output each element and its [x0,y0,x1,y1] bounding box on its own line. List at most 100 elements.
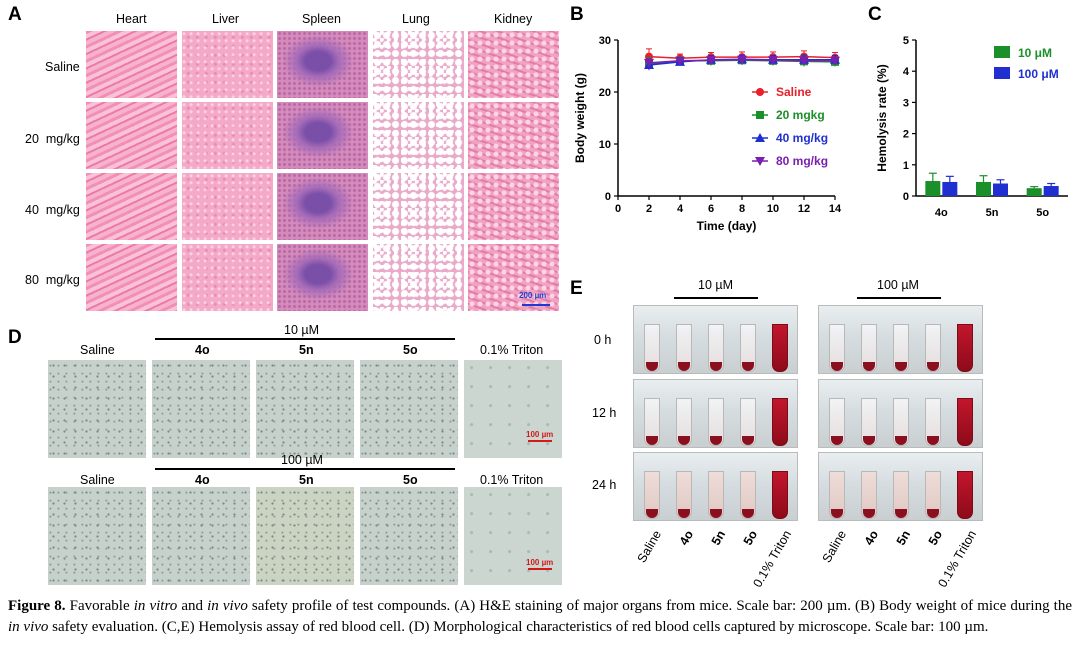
caption-text-4: safety evaluation. (C,E) Hemolysis assay… [48,619,989,635]
micrograph-10-5o [360,360,458,458]
d-row2-col-triton: 0.1% Triton [480,473,544,487]
he-image-liver-40 [182,173,273,240]
tube-photo-100-24h [818,452,983,521]
b-legend-label: Saline [776,85,812,99]
he-image-lung-40 [373,173,464,240]
d-row2-conc: 100 µM [281,453,323,467]
c-x-tick-label: 4o [935,207,948,219]
c-y-axis-title: Hemolysis rate (%) [875,64,889,171]
he-image-heart-20 [86,102,177,169]
d-row1-col-5n: 5n [299,343,314,357]
tube-photo-100-0h [818,305,983,374]
d-row1-col-saline: Saline [80,343,115,357]
c-y-tick-label: 2 [903,129,909,141]
c-bar [1026,188,1042,196]
d-row1-bracket [155,338,455,340]
organ-label-lung: Lung [402,12,430,26]
e-time-0h: 0 h [594,333,612,347]
he-image-kidney-80 [468,244,559,311]
e-tube-label-5o-left: 5o [740,528,761,548]
b-x-tick-label: 14 [829,203,842,215]
d-row2-col-4o: 4o [195,473,210,487]
e-time-12h: 12 h [592,406,617,420]
e-tube-label-5n-left: 5n [708,528,729,548]
c-legend-swatch [994,67,1010,79]
d-row1-col-triton: 0.1% Triton [480,343,544,357]
caption-text-2: and [177,598,208,614]
he-image-lung-20 [373,102,464,169]
d-row2-col-saline: Saline [80,473,115,487]
he-image-spleen-20 [277,102,368,169]
micrograph-100-5o [360,487,458,585]
b-y-tick-label: 20 [599,87,611,99]
organ-label-kidney: Kidney [494,12,533,26]
scale-bar-d2-label: 100 µm [526,558,554,567]
c-legend-swatch [994,46,1010,58]
caption-text-3: safety profile of test compounds. (A) H&… [247,598,1073,614]
b-series-3: 80 mg/kg [644,55,840,168]
micrograph-100-triton [464,487,562,585]
he-image-heart-80 [86,244,177,311]
e-conc-left: 10 µM [698,278,733,292]
he-image-heart-40 [86,173,177,240]
d-row2-col-5o: 5o [403,473,418,487]
figure-caption: Figure 8. Favorable in vitro and in vivo… [8,596,1072,638]
caption-italic-1: in vitro [133,598,178,614]
b-x-tick-label: 2 [646,203,652,215]
tube-photo-10-0h [633,305,798,374]
b-data-point [768,56,778,66]
micrograph-10-saline [48,360,146,458]
body-weight-chart: 0 10 20 30 0 2 4 6 8 10 12 14 Time (day) Body weight … [573,35,842,233]
d-row2-bracket [155,468,455,470]
c-legend-label: 10 μM [1018,46,1052,60]
tube-photo-10-12h [633,379,798,448]
group-label-saline: Saline [45,60,80,74]
b-x-tick-label: 6 [708,203,714,215]
hemolysis-bar-chart: 0 1 2 3 4 5 Hemolysis rate (%) 4o 5n 5o 10 μM 100 μ… [875,35,1068,219]
he-image-kidney-40 [468,173,559,240]
he-image-spleen-80 [277,244,368,311]
c-y-tick-label: 3 [903,97,909,109]
e-time-24h: 24 h [592,478,617,492]
e-bracket-left [674,297,758,299]
e-conc-right: 100 µM [877,278,919,292]
b-x-tick-label: 0 [615,203,621,215]
c-y-tick-label: 0 [903,191,909,203]
b-data-point [706,56,716,66]
e-tube-label-5o-right: 5o [925,528,946,548]
panel-e-label: E [570,278,583,299]
b-series-2: 40 mg/kg [644,54,840,145]
organ-label-spleen: Spleen [302,12,341,26]
he-image-heart-saline [86,31,177,98]
c-bar [993,183,1008,196]
he-image-kidney-saline [468,31,559,98]
panel-c-label: C [868,4,882,25]
scale-bar-a-label: 200 µm [519,291,547,300]
scale-bar-d1 [528,440,552,442]
b-y-axis-title: Body weight (g) [573,73,587,163]
caption-text-1: Favorable [65,598,134,614]
b-y-tick-label: 30 [599,35,611,47]
he-image-spleen-40 [277,173,368,240]
b-x-tick-label: 4 [677,203,684,215]
he-image-lung-80 [373,244,464,311]
e-bracket-right [857,297,941,299]
d-row1-conc: 10 µM [284,323,319,337]
caption-italic-3: in vivo [8,619,49,635]
group-label-80: 80 mg/kg [25,273,80,287]
organ-label-heart: Heart [116,12,147,26]
d-row1-col-4o: 4o [195,343,210,357]
panel-b-label: B [570,4,584,25]
group-label-20: 20 mg/kg [25,132,80,146]
he-image-spleen-saline [277,31,368,98]
b-legend-marker [755,157,765,166]
c-y-tick-label: 5 [903,35,909,47]
b-x-tick-label: 12 [798,203,810,215]
c-bar [976,181,991,196]
b-x-tick-label: 10 [767,203,779,215]
he-image-lung-saline [373,31,464,98]
scale-bar-d2 [528,568,552,570]
caption-figure-number: Figure 8. [8,598,66,614]
he-image-liver-80 [182,244,273,311]
b-data-point [830,56,840,66]
